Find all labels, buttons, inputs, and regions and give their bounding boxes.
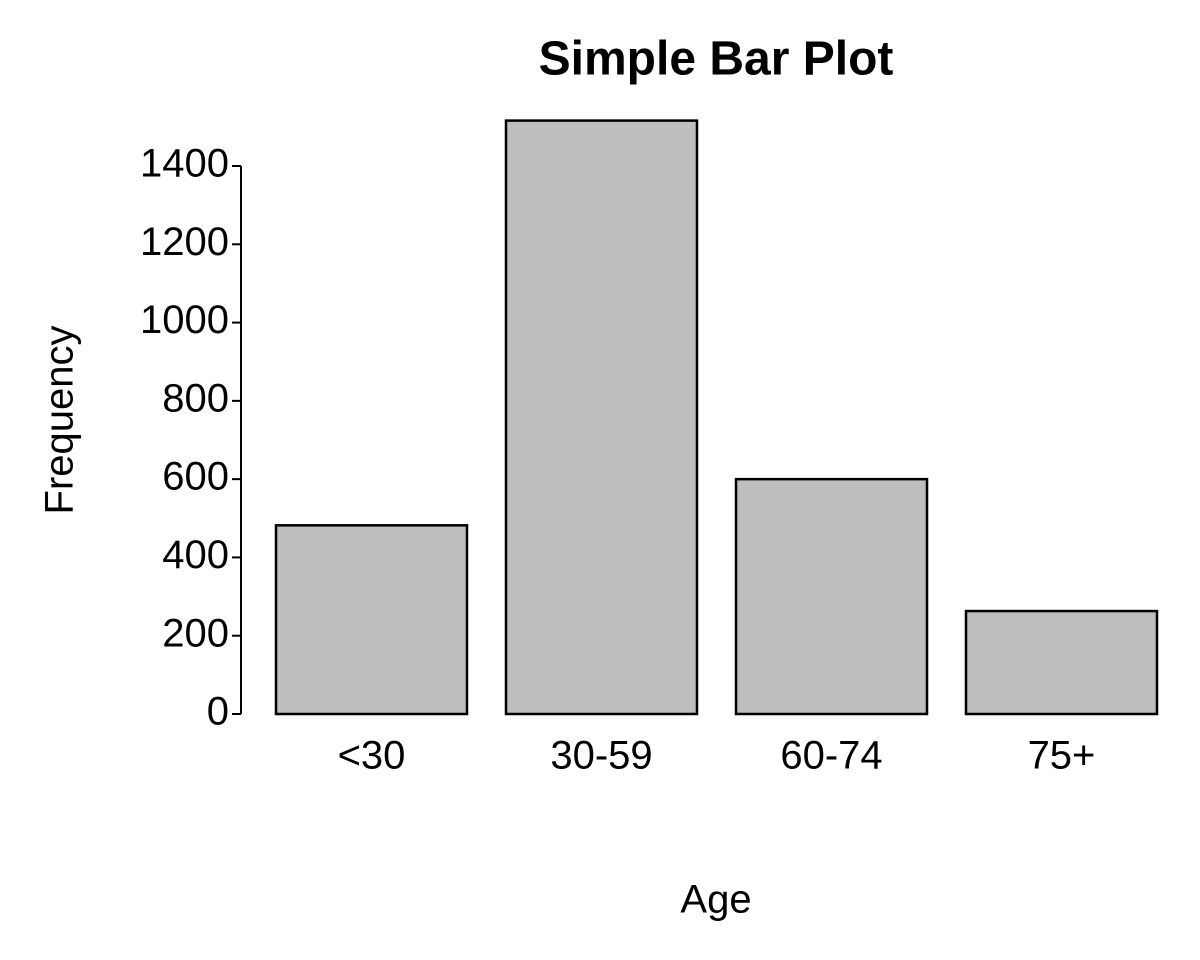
chart-title: Simple Bar Plot xyxy=(539,33,894,86)
bar xyxy=(274,524,469,716)
x-tick-label: 30-59 xyxy=(550,734,652,778)
y-tick-label: 800 xyxy=(162,376,229,420)
y-axis-label: Frequency xyxy=(38,326,82,515)
y-tick-label: 1000 xyxy=(140,298,229,342)
bar xyxy=(734,477,929,716)
y-tick-label: 0 xyxy=(207,690,229,734)
x-axis-label: Age xyxy=(680,878,751,922)
y-tick-label: 200 xyxy=(162,611,229,655)
bar xyxy=(504,119,699,716)
x-tick-label: 75+ xyxy=(1028,734,1096,778)
x-tick-label: <30 xyxy=(338,734,406,778)
y-tick-label: 1200 xyxy=(140,220,229,264)
y-tick-label: 600 xyxy=(162,455,229,499)
x-tick-label: 60-74 xyxy=(780,734,882,778)
bar xyxy=(964,609,1159,716)
y-tick-label: 1400 xyxy=(140,142,229,186)
y-tick-label: 400 xyxy=(162,533,229,577)
